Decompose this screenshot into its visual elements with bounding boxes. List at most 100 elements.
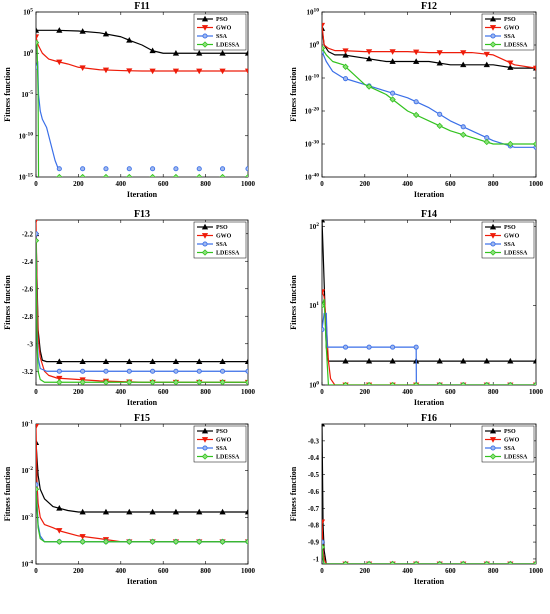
series-marker-gwo bbox=[365, 49, 373, 55]
series-line-gwo bbox=[322, 291, 536, 385]
series-marker-pso bbox=[149, 508, 156, 515]
y-axis-label: Fitness function bbox=[289, 466, 298, 521]
series-marker-pso bbox=[483, 61, 490, 68]
legend-label: PSO bbox=[216, 225, 228, 231]
series-marker-ldessa bbox=[532, 140, 536, 148]
y-tick-label: -0.9 bbox=[308, 539, 320, 547]
y-tick-label: 10-2 bbox=[21, 466, 33, 475]
series-marker-gwo bbox=[79, 65, 86, 71]
series-line-pso bbox=[36, 442, 248, 513]
series-marker-ssa bbox=[80, 166, 86, 172]
series-marker-pso bbox=[196, 358, 203, 365]
series-marker-pso bbox=[126, 358, 133, 365]
series-marker-ldessa bbox=[460, 381, 467, 385]
y-tick-label: 100 bbox=[309, 41, 319, 50]
series-marker-pso bbox=[172, 508, 180, 515]
legend-label: PSO bbox=[504, 17, 516, 23]
x-tick-label: 800 bbox=[488, 388, 499, 396]
series-marker-pso bbox=[219, 50, 226, 56]
series-marker-pso bbox=[196, 50, 203, 56]
series-line-gwo bbox=[36, 220, 248, 383]
legend-marker bbox=[490, 241, 496, 247]
series-marker-gwo bbox=[413, 49, 420, 56]
legend-marker bbox=[489, 15, 497, 22]
legend-marker bbox=[202, 445, 208, 451]
y-tick-label: 10-10 bbox=[19, 131, 34, 140]
series-marker-ssa bbox=[245, 368, 248, 374]
series-marker-pso bbox=[460, 61, 467, 68]
series-marker-pso bbox=[219, 358, 226, 365]
series-marker-ldessa bbox=[102, 173, 110, 177]
series-marker-ldessa bbox=[322, 543, 326, 551]
legend-marker bbox=[489, 223, 497, 230]
x-tick-label: 600 bbox=[445, 567, 456, 575]
y-tick-label: -3 bbox=[27, 340, 33, 348]
series-line-pso bbox=[322, 424, 536, 564]
x-tick-label: 200 bbox=[360, 388, 371, 396]
x-axis-label: Iteration bbox=[414, 577, 445, 586]
series-line-ldessa bbox=[322, 47, 536, 145]
series-marker-pso bbox=[507, 64, 514, 70]
legend-label: PSO bbox=[504, 225, 516, 231]
legend-label: GWO bbox=[216, 234, 232, 240]
series-marker-gwo bbox=[56, 528, 63, 534]
x-tick-label: 0 bbox=[34, 567, 38, 575]
legend-marker bbox=[490, 445, 496, 451]
series-marker-gwo bbox=[56, 59, 63, 66]
legend-label: PSO bbox=[504, 429, 516, 435]
chart-title: F12 bbox=[421, 1, 437, 12]
chart-title: F11 bbox=[134, 1, 150, 12]
series-line-ldessa bbox=[322, 547, 536, 564]
legend: PSO GWO SSA LDESSA bbox=[481, 221, 535, 259]
series-marker-ldessa bbox=[219, 538, 226, 545]
legend-marker bbox=[201, 427, 209, 434]
series-marker-ldessa bbox=[126, 538, 133, 545]
series-marker-ldessa bbox=[322, 302, 326, 309]
series-marker-ldessa bbox=[365, 560, 373, 564]
series-marker-ldessa bbox=[219, 379, 226, 385]
series-marker-ldessa bbox=[79, 379, 86, 385]
series-marker-ssa bbox=[196, 368, 202, 374]
y-tick-label: 10-10 bbox=[305, 74, 320, 83]
series-marker-ldessa bbox=[172, 173, 180, 177]
series-marker-pso bbox=[365, 357, 373, 364]
legend: PSO GWO SSA LDESSA bbox=[481, 13, 535, 51]
series-marker-pso bbox=[436, 59, 443, 66]
series-marker-ldessa bbox=[532, 381, 536, 385]
series-layer bbox=[322, 22, 536, 150]
x-tick-label: 200 bbox=[73, 567, 84, 575]
y-tick-label: 100 bbox=[23, 49, 33, 58]
legend-label: SSA bbox=[216, 446, 228, 452]
series-marker-pso bbox=[149, 47, 156, 54]
x-tick-label: 1000 bbox=[529, 180, 544, 188]
chart-f16: F16 Iteration Fitness function 0 200 400 600 80… bbox=[289, 413, 544, 586]
series-marker-ssa bbox=[322, 326, 325, 333]
x-tick-label: 800 bbox=[200, 388, 211, 396]
y-tick-label: -0.3 bbox=[308, 437, 320, 445]
x-tick-label: 400 bbox=[402, 388, 413, 396]
series-marker-pso bbox=[389, 58, 396, 64]
y-tick-label: -0.6 bbox=[308, 488, 320, 496]
y-tick-label: 1010 bbox=[307, 8, 320, 17]
series-marker-ssa bbox=[103, 166, 109, 172]
x-tick-label: 200 bbox=[360, 180, 371, 188]
legend: PSO GWO SSA LDESSA bbox=[481, 425, 535, 463]
series-marker-pso bbox=[413, 58, 420, 64]
series-marker-gwo bbox=[79, 534, 86, 540]
x-tick-label: 400 bbox=[116, 180, 127, 188]
x-tick-label: 1000 bbox=[529, 388, 544, 396]
series-marker-ldessa bbox=[483, 138, 490, 146]
series-marker-gwo bbox=[149, 68, 156, 75]
x-tick-label: 200 bbox=[73, 180, 84, 188]
series-marker-ldessa bbox=[460, 560, 467, 564]
chart-title: F14 bbox=[421, 209, 437, 220]
legend-label: LDESSA bbox=[504, 251, 528, 257]
series-marker-pso bbox=[244, 508, 248, 515]
chart-title: F13 bbox=[134, 209, 150, 220]
series-marker-ldessa bbox=[507, 140, 514, 148]
series-marker-ldessa bbox=[342, 63, 349, 70]
legend-marker bbox=[489, 427, 497, 434]
x-tick-label: 0 bbox=[320, 180, 324, 188]
series-marker-ldessa bbox=[149, 173, 156, 177]
